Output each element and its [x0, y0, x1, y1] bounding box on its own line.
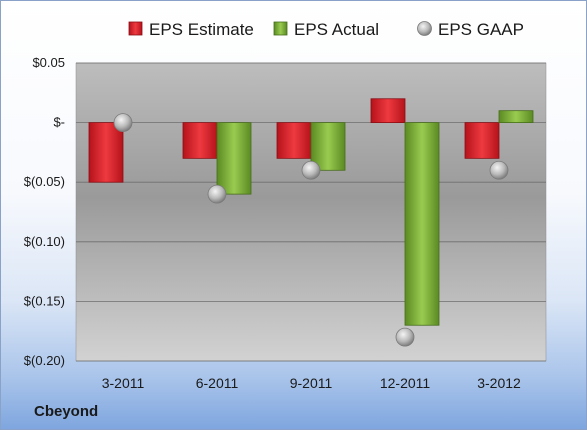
x-category-label: 12-2011: [380, 375, 431, 391]
y-tick-label: $(0.05): [24, 174, 65, 189]
x-category-label: 9-2011: [290, 375, 333, 391]
eps-estimate-bar: [88, 122, 124, 183]
x-axis-labels: 3-2011 6-2011 9-2011 12-2011 3-2012: [102, 375, 521, 391]
eps-actual-bar: [310, 122, 346, 171]
y-tick-label: $(0.10): [24, 234, 65, 249]
company-name: Cbeyond: [34, 403, 99, 420]
eps-gaap-marker: [207, 184, 227, 204]
legend-label: EPS Actual: [294, 20, 379, 39]
eps-gaap-marker: [489, 160, 509, 180]
y-tick-label: $(0.20): [24, 353, 65, 368]
plot-area: [75, 62, 547, 362]
y-tick-label: $0.05: [32, 55, 65, 70]
eps-estimate-bar: [464, 122, 500, 159]
eps-estimate-bar: [276, 122, 312, 159]
eps-estimate-bar: [182, 122, 218, 159]
legend-actual-swatch: [273, 21, 288, 36]
legend-estimate-swatch: [128, 21, 143, 36]
eps-actual-bar: [216, 122, 252, 195]
x-category-label: 3-2011: [102, 375, 145, 391]
legend: EPS Estimate EPS Actual EPS GAAP: [128, 20, 524, 39]
eps-actual-bar: [498, 110, 534, 124]
x-category-label: 3-2012: [477, 375, 521, 391]
legend-label: EPS GAAP: [438, 20, 524, 39]
legend-gaap-swatch: [417, 21, 432, 36]
eps-gaap-marker: [395, 327, 415, 347]
eps-gaap-marker: [113, 113, 133, 132]
bars: [88, 98, 534, 326]
legend-label: EPS Estimate: [149, 20, 254, 39]
x-category-label: 6-2011: [196, 375, 239, 391]
grid-lines: [76, 62, 546, 362]
eps-actual-bar: [404, 122, 440, 326]
y-tick-label: $-: [53, 115, 65, 130]
eps-gaap-marker: [301, 160, 321, 180]
y-axis-labels: $0.05 $- $(0.05) $(0.10) $(0.15) $(0.20): [24, 55, 65, 368]
eps-estimate-bar: [370, 98, 406, 124]
y-tick-label: $(0.15): [24, 293, 65, 308]
gaap-markers: [113, 113, 509, 347]
